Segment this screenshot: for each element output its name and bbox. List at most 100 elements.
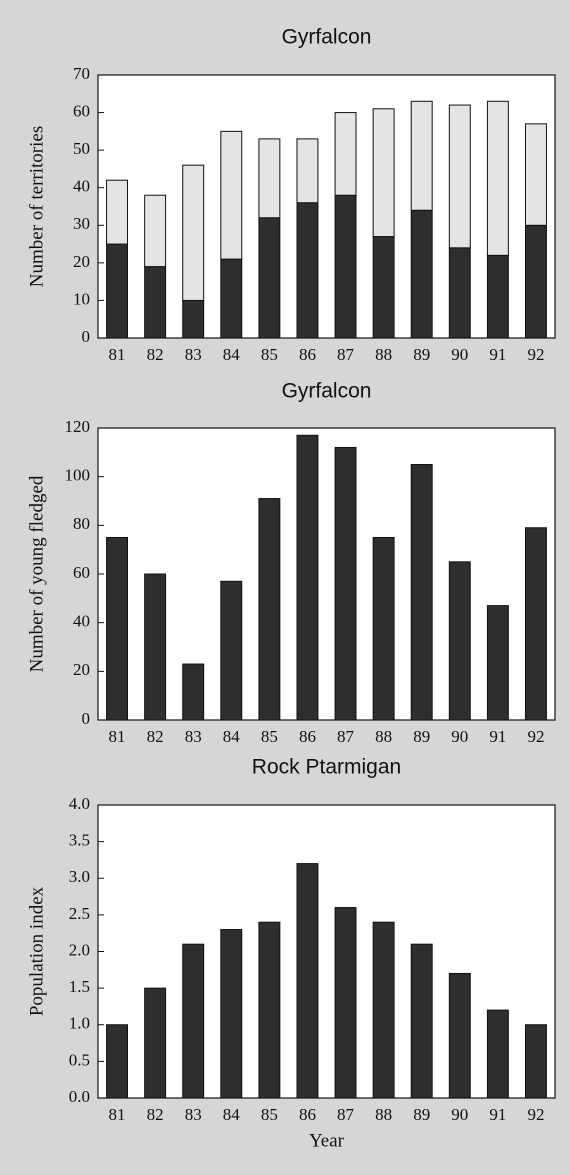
bar <box>410 464 433 721</box>
bar <box>448 972 471 1099</box>
x-axis-label: Year <box>309 1130 345 1151</box>
y-tick-label: 80 <box>73 514 90 533</box>
x-tick-label: 83 <box>185 345 202 364</box>
bar <box>220 929 243 1099</box>
bar <box>182 943 205 1099</box>
y-tick-label: 50 <box>73 139 90 158</box>
bar-segment <box>410 100 433 211</box>
bar <box>448 561 471 721</box>
y-tick-label: 20 <box>73 252 90 271</box>
x-tick-label: 90 <box>451 1105 468 1124</box>
y-tick-label: 70 <box>73 64 90 83</box>
bar-segment <box>220 258 243 339</box>
bar-segment <box>372 236 395 339</box>
bar-segment <box>410 209 433 339</box>
x-tick-label: 84 <box>223 345 241 364</box>
x-tick-label: 86 <box>299 345 316 364</box>
bar <box>296 434 319 721</box>
chart-title: Gyrfalcon <box>282 380 372 403</box>
y-tick-label: 1.5 <box>69 977 90 996</box>
x-tick-label: 81 <box>109 727 126 746</box>
x-tick-label: 89 <box>413 345 430 364</box>
y-tick-label: 3.0 <box>69 867 90 886</box>
bar <box>144 987 167 1099</box>
bar <box>486 1009 509 1099</box>
bar <box>334 446 357 721</box>
bar <box>372 537 395 721</box>
y-tick-label: 100 <box>65 466 91 485</box>
bar-segment <box>258 217 281 339</box>
bar-segment <box>334 194 357 339</box>
x-tick-label: 81 <box>109 1105 126 1124</box>
y-tick-label: 60 <box>73 563 90 582</box>
plot-area <box>97 74 556 339</box>
x-tick-label: 86 <box>299 1105 316 1124</box>
bar-segment <box>144 266 167 339</box>
bar <box>220 580 243 721</box>
bar <box>106 1024 129 1099</box>
chart-title: Rock Ptarmigan <box>252 756 401 779</box>
x-tick-label: 84 <box>223 727 241 746</box>
x-tick-label: 91 <box>489 1105 506 1124</box>
bar <box>524 1024 547 1099</box>
bar-segment <box>486 254 509 339</box>
bar-segment <box>220 130 243 260</box>
plot-area <box>97 427 556 721</box>
x-tick-label: 91 <box>489 727 506 746</box>
bar-segment <box>182 164 205 301</box>
x-tick-label: 90 <box>451 727 468 746</box>
x-tick-label: 82 <box>147 1105 164 1124</box>
x-tick-label: 88 <box>375 1105 392 1124</box>
y-tick-label: 2.0 <box>69 940 90 959</box>
bar-segment <box>486 100 509 256</box>
y-tick-label: 4.0 <box>69 794 90 813</box>
bar <box>106 537 129 721</box>
x-tick-label: 90 <box>451 345 468 364</box>
x-tick-label: 83 <box>185 1105 202 1124</box>
y-tick-label: 1.0 <box>69 1014 90 1033</box>
x-tick-label: 85 <box>261 1105 278 1124</box>
y-axis-label: Number of territories <box>26 126 47 287</box>
bar-segment <box>258 138 281 219</box>
bar <box>524 527 547 721</box>
bar <box>372 921 395 1099</box>
y-tick-label: 120 <box>65 417 91 436</box>
x-tick-label: 87 <box>337 727 355 746</box>
bar <box>296 863 319 1099</box>
bar-segment <box>296 138 319 204</box>
x-tick-label: 85 <box>261 727 278 746</box>
bar-segment <box>524 224 547 339</box>
bar-segment <box>144 194 167 268</box>
bar <box>334 907 357 1099</box>
y-tick-label: 0 <box>82 327 91 346</box>
x-tick-label: 88 <box>375 727 392 746</box>
y-tick-label: 40 <box>73 177 90 196</box>
y-tick-label: 40 <box>73 612 90 631</box>
y-tick-label: 0.0 <box>69 1087 90 1106</box>
x-tick-label: 83 <box>185 727 202 746</box>
x-tick-label: 82 <box>147 727 164 746</box>
bar <box>410 943 433 1099</box>
bar <box>258 498 281 721</box>
bar <box>144 573 167 721</box>
bar-segment <box>448 104 471 249</box>
x-tick-label: 89 <box>413 727 430 746</box>
x-tick-label: 92 <box>527 345 544 364</box>
bar-segment <box>448 247 471 339</box>
bar <box>258 921 281 1099</box>
x-tick-label: 89 <box>413 1105 430 1124</box>
y-axis-label: Population index <box>26 886 47 1016</box>
y-tick-label: 0 <box>82 709 91 728</box>
x-tick-label: 86 <box>299 727 316 746</box>
bar <box>182 663 205 721</box>
y-axis-label: Number of young fledged <box>26 475 47 672</box>
y-tick-label: 10 <box>73 289 90 308</box>
x-tick-label: 91 <box>489 345 506 364</box>
y-tick-label: 30 <box>73 214 90 233</box>
y-tick-label: 0.5 <box>69 1050 90 1069</box>
bar-segment <box>372 108 395 238</box>
plot-area <box>97 804 556 1099</box>
x-tick-label: 82 <box>147 345 164 364</box>
